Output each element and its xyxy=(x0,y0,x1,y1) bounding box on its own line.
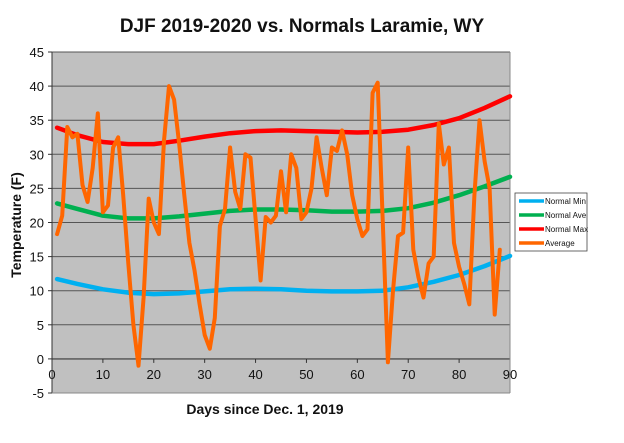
series-line-normal-min xyxy=(54,253,513,297)
x-tick-label: 40 xyxy=(248,367,262,382)
chart-title: DJF 2019-2020 vs. Normals Laramie, WY xyxy=(120,16,485,37)
y-tick-label: 40 xyxy=(30,79,44,94)
series-group xyxy=(54,80,513,368)
y-tick-label: 10 xyxy=(30,284,44,299)
x-tick-label: 50 xyxy=(299,367,313,382)
legend: Normal Min Normal Ave Normal Max Average xyxy=(514,192,588,252)
y-tick-label: -5 xyxy=(32,386,44,401)
x-tick-label: 80 xyxy=(452,367,466,382)
x-tick-label: 60 xyxy=(350,367,364,382)
series-line-normal-max xyxy=(54,94,513,147)
legend-label-normal-max: Normal Max xyxy=(545,225,588,234)
x-tick-label: 30 xyxy=(197,367,211,382)
y-tick-label: 35 xyxy=(30,113,44,128)
y-tick-label: 30 xyxy=(30,147,44,162)
y-tick-label: 45 xyxy=(30,45,44,60)
series-line-normal-ave xyxy=(54,174,513,221)
x-tick-label: 70 xyxy=(401,367,415,382)
y-axis-ticks: -5 0 5 10 15 20 25 30 35 40 45 xyxy=(30,45,52,401)
x-tick-label: 20 xyxy=(147,367,161,382)
y-tick-label: 15 xyxy=(30,250,44,265)
legend-label-normal-min: Normal Min xyxy=(545,197,586,206)
y-tick-label: 5 xyxy=(37,318,44,333)
y-tick-label: 25 xyxy=(30,181,44,196)
y-tick-label: 0 xyxy=(37,352,44,367)
series-line-average xyxy=(55,80,502,368)
x-axis-label: Days since Dec. 1, 2019 xyxy=(186,401,343,417)
legend-label-average: Average xyxy=(545,239,575,248)
y-tick-label: 20 xyxy=(30,216,44,231)
x-tick-label: 10 xyxy=(96,367,110,382)
y-axis-label: Temperature (F) xyxy=(8,172,24,278)
legend-label-normal-ave: Normal Ave xyxy=(545,211,587,220)
